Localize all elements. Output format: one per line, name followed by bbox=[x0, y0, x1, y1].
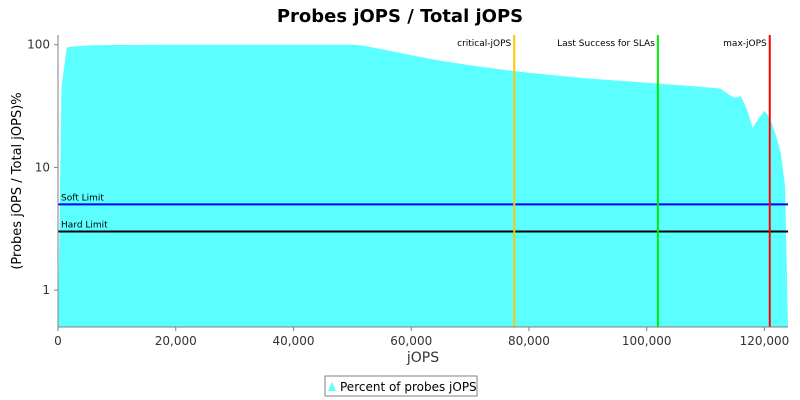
x-tick-label: 40,000 bbox=[272, 334, 314, 348]
series-area-0 bbox=[58, 44, 788, 327]
x-axis-ticks: 0 20,000 40,000 60,000 80,000 100,000 120,000 bbox=[54, 327, 789, 348]
x-tick-label: 20,000 bbox=[155, 334, 197, 348]
y-tick-label: 10 bbox=[35, 160, 50, 174]
y-axis-label: (Probes jOPS / Total jOPS)% bbox=[10, 92, 25, 269]
legend-item-label: Percent of probes jOPS bbox=[340, 380, 477, 394]
x-tick-label: 100,000 bbox=[622, 334, 672, 348]
horizontal-reference-lines: Soft Limit Hard Limit bbox=[58, 193, 788, 233]
y-axis-ticks: 1 10 100 bbox=[27, 38, 58, 297]
x-axis-label: jOPS bbox=[406, 350, 439, 366]
legend-box bbox=[324, 375, 478, 397]
vertical-reference-lines: critical-jOPS Last Success for SLAs max-jO… bbox=[457, 35, 771, 327]
x-tick-label: 0 bbox=[54, 334, 62, 348]
y-tick-label: 1 bbox=[42, 283, 50, 297]
chart-title: Probes jOPS / Total jOPS bbox=[277, 6, 523, 27]
legend-swatch-icon bbox=[328, 382, 336, 391]
hard-limit-label: Hard Limit bbox=[61, 221, 108, 231]
last-success-for-slas-label: Last Success for SLAs bbox=[557, 39, 655, 49]
series-layer bbox=[58, 44, 788, 327]
critical-jops-label: critical-jOPS bbox=[457, 39, 511, 49]
y-tick-label: 100 bbox=[27, 38, 50, 52]
x-tick-label: 80,000 bbox=[508, 334, 550, 348]
soft-limit-label: Soft Limit bbox=[61, 193, 104, 203]
x-tick-label: 60,000 bbox=[390, 334, 432, 348]
plot-area: Soft Limit Hard Limit critical-jOPS Last S… bbox=[27, 35, 789, 348]
x-tick-label: 120,000 bbox=[740, 334, 790, 348]
legend: Percent of probes jOPS bbox=[324, 375, 478, 397]
max-jops-label: max-jOPS bbox=[723, 39, 767, 49]
